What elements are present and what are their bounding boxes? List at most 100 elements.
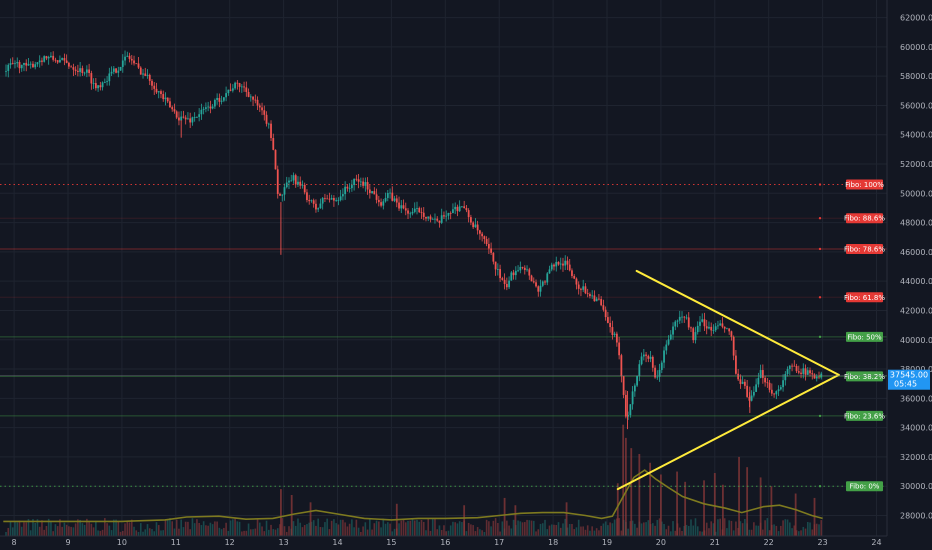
volume-spike [514, 505, 517, 536]
volume-bar [789, 522, 791, 536]
volume-bar [744, 518, 746, 536]
volume-bar [238, 521, 241, 536]
candle-body [476, 224, 479, 231]
price-axis[interactable]: 28000.00 30000.00 32000.00 34000.00 36000.00… [900, 14, 932, 521]
volume-bar [292, 521, 295, 536]
price-tick-label: 38000.00 [900, 365, 932, 374]
volume-bar [548, 525, 551, 536]
candle-body [703, 319, 706, 327]
volume-bar [517, 520, 519, 536]
volume-bar [685, 524, 688, 536]
volume-bar [640, 523, 643, 536]
candle-body [683, 316, 686, 318]
candle-body [708, 326, 710, 329]
volume-bar [297, 518, 299, 536]
candle-body [494, 261, 497, 270]
volume-bar [328, 529, 331, 536]
volume-bar [303, 525, 306, 536]
candle-body [564, 260, 567, 266]
candle-body [690, 327, 692, 329]
candle-body [535, 282, 537, 287]
candle-body [669, 334, 672, 340]
volume-bar [712, 523, 715, 536]
volume-bar [532, 520, 535, 536]
candle-body [166, 97, 169, 102]
candle-body [418, 208, 421, 213]
volume-bar [211, 524, 214, 536]
volume-bar [299, 522, 302, 536]
volume-bar [50, 521, 52, 536]
time-tick-label: 17 [494, 538, 504, 547]
volume-bar [160, 530, 162, 536]
candle-body [766, 382, 769, 384]
candle-body [420, 212, 423, 213]
candle-body [757, 377, 760, 385]
price-tick-label: 56000.00 [900, 101, 932, 110]
candle-body [54, 59, 57, 61]
candle-body [83, 72, 86, 74]
volume-bar [404, 522, 407, 536]
candle-body [243, 86, 245, 88]
candle-body [577, 284, 580, 289]
candle-body [355, 178, 358, 180]
candle-body [714, 326, 717, 331]
candle-body [768, 382, 771, 390]
candle-body [146, 74, 149, 76]
volume-bar [568, 523, 571, 536]
volume-spike [684, 481, 687, 536]
candle-body [261, 107, 263, 111]
volume-bar [667, 525, 670, 536]
volume-bar [696, 526, 699, 536]
candle-body [665, 344, 668, 351]
candle-body [566, 260, 569, 265]
candle-body [490, 248, 493, 253]
candle-body [236, 82, 239, 84]
volume-bar [157, 525, 160, 536]
candle-body [705, 326, 708, 329]
volume-bar [106, 523, 108, 536]
candle-body [276, 169, 279, 194]
candle-body [663, 350, 665, 363]
candle-body [157, 91, 160, 93]
volume-bar [214, 521, 216, 536]
candle-body [5, 70, 7, 72]
fibo-label-text: Fibo: 88.6% [844, 215, 885, 223]
volume-bar [413, 520, 416, 536]
volume-bar [270, 524, 272, 536]
candle-body [519, 266, 522, 271]
candle-body [335, 200, 338, 201]
candle-body [786, 368, 789, 374]
candle-body [573, 275, 576, 279]
candle-body [288, 180, 290, 183]
candle-body [811, 373, 814, 375]
volume-bar [79, 519, 81, 536]
volume-bar [373, 523, 376, 536]
candle-body [267, 123, 270, 125]
volume-bar [499, 531, 501, 536]
candle-body [481, 233, 484, 237]
candle-body [456, 206, 459, 212]
volume-bar [636, 527, 638, 536]
volume-bar [470, 524, 472, 536]
volume-bar [227, 530, 230, 536]
candle-body [297, 181, 299, 185]
volume-bar [577, 519, 580, 536]
volume-bar [618, 518, 620, 536]
time-axis[interactable]: 8 9 10 11 12 13 14 15 16 17 18 19 20 21 22 23 24 [12, 538, 882, 547]
volume-bar [384, 523, 387, 536]
volume-bar [730, 520, 733, 536]
volume-bar [148, 528, 151, 536]
volume-bar [200, 525, 203, 536]
volume-bar [380, 527, 382, 536]
candle-body [782, 380, 784, 388]
candle-body [319, 203, 322, 209]
candle-body [207, 106, 210, 108]
volume-bar [241, 531, 243, 536]
volume-bar [9, 521, 12, 536]
triangle-pattern[interactable] [616, 269, 840, 491]
candle-body [252, 96, 254, 100]
candle-body [200, 109, 203, 115]
candle-body [121, 60, 124, 67]
time-tick-label: 9 [65, 538, 70, 547]
